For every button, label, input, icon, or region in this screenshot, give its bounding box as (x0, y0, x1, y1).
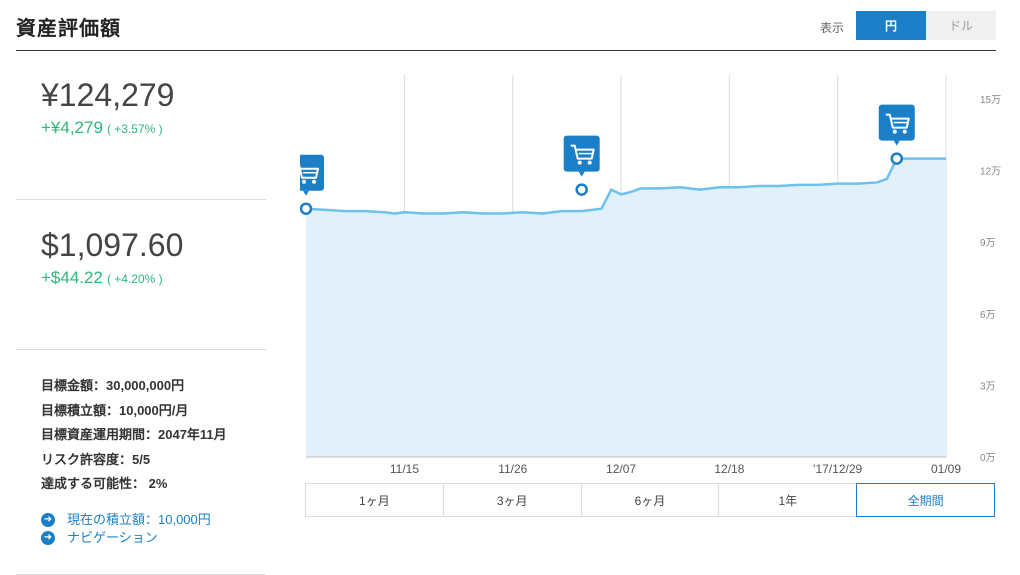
purchase-point (890, 152, 904, 165)
x-tick-label: '17/12/29 (813, 462, 862, 476)
period-all-button[interactable]: 全期間 (856, 483, 995, 517)
usd-change-amount: +$44.22 (41, 268, 103, 287)
y-tick-label: 15万 (980, 95, 1001, 106)
purchase-point (575, 183, 588, 196)
series-line (305, 157, 946, 215)
navigation-label: ナビゲーション (67, 529, 158, 545)
purchase-point (300, 202, 313, 215)
period-1y-button[interactable]: 1年 (719, 484, 858, 516)
x-tick-label: 01/09 (931, 462, 961, 476)
risk-tolerance: リスク許容度：5/5 (41, 451, 151, 467)
period-1m-button[interactable]: 1ヶ月 (306, 484, 444, 516)
current-contribution-label: 現在の積立額：10,000円 (67, 511, 211, 527)
achievement-probability: 達成する可能性： 2% (41, 476, 168, 491)
shopping-cart-icon (885, 113, 910, 134)
goal-monthly: 目標積立額：10,000円/月 (41, 402, 189, 418)
asset-chart-svg: 0万 3万 6万 9万 12万 15万 11/15 11/26 12/07 12/18 '17/12… (300, 75, 1001, 476)
y-tick-label: 9万 (980, 238, 996, 249)
currency-usd-button[interactable]: ドル (926, 11, 996, 40)
summary-panel: ¥124,279 +¥4,279( +3.57% ) $1,097.60 +$4… (16, 50, 266, 575)
arrow-right-icon: ➜ (41, 530, 55, 545)
y-tick-label: 0万 (980, 453, 996, 464)
period-6m-button[interactable]: 6ヶ月 (582, 484, 720, 516)
y-tick-label: 6万 (980, 310, 996, 321)
goal-period: 目標資産運用期間：2047年11月 (41, 427, 227, 442)
x-tick-label: 11/15 (390, 462, 419, 476)
purchase-marker-pointer (578, 171, 585, 177)
goal-info: 目標金額：30,000,000円 目標積立額：10,000円/月 目標資産運用期… (16, 350, 266, 575)
x-tick-label: 12/18 (714, 462, 744, 476)
jpy-change-amount: +¥4,279 (41, 118, 103, 137)
purchase-marker-pointer (893, 140, 900, 146)
jpy-change: +¥4,279( +3.57% ) (41, 118, 266, 138)
asset-chart: 0万 3万 6万 9万 12万 15万 11/15 11/26 12/07 12/18 '17/12… (300, 60, 1010, 480)
period-selector: 1ヶ月 3ヶ月 6ヶ月 1年 全期間 (305, 483, 995, 517)
navigation-link[interactable]: ➜ ナビゲーション (41, 529, 266, 547)
x-tick-label: 11/26 (498, 462, 527, 476)
x-tick-label: 12/07 (606, 462, 636, 476)
page-title: 資産評価額 (16, 18, 121, 40)
header: 資産評価額 表示 円 ドル (16, 0, 996, 51)
usd-change-pct: ( +4.20% ) (106, 272, 163, 286)
jpy-change-pct: ( +3.57% ) (106, 122, 163, 136)
y-tick-label: 3万 (980, 381, 996, 392)
arrow-right-icon: ➜ (41, 512, 55, 527)
shopping-cart-icon (300, 164, 319, 184)
current-contribution-link[interactable]: ➜ 現在の積立額：10,000円 (41, 511, 266, 529)
usd-value: $1,097.60 (41, 227, 184, 263)
currency-toggle: 円 ドル (856, 11, 996, 40)
period-3m-button[interactable]: 3ヶ月 (444, 484, 582, 516)
currency-jpy-button[interactable]: 円 (856, 11, 926, 40)
shopping-cart-icon (570, 144, 595, 165)
display-label: 表示 (819, 21, 844, 35)
usd-summary: $1,097.60 +$44.22( +4.20% ) (16, 227, 266, 350)
jpy-summary: ¥124,279 +¥4,279( +3.57% ) (16, 77, 266, 200)
jpy-value: ¥124,279 (41, 77, 175, 113)
y-tick-label: 12万 (980, 167, 1001, 178)
purchase-marker-pointer (303, 190, 309, 196)
goal-amount: 目標金額：30,000,000円 (41, 378, 185, 393)
series-area (306, 158, 946, 457)
usd-change: +$44.22( +4.20% ) (41, 268, 266, 288)
